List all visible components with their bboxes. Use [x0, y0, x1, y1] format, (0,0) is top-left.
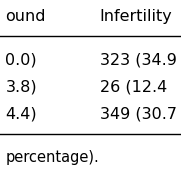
Text: percentage).: percentage). — [5, 150, 99, 165]
Text: ound: ound — [5, 9, 46, 24]
Text: 4.4): 4.4) — [5, 107, 37, 121]
Text: 349 (30.7: 349 (30.7 — [100, 107, 176, 121]
Text: 323 (34.9: 323 (34.9 — [100, 52, 176, 67]
Text: Infertility: Infertility — [100, 9, 172, 24]
Text: 3.8): 3.8) — [5, 79, 37, 94]
Text: 0.0): 0.0) — [5, 52, 37, 67]
Text: 26 (12.4: 26 (12.4 — [100, 79, 167, 94]
